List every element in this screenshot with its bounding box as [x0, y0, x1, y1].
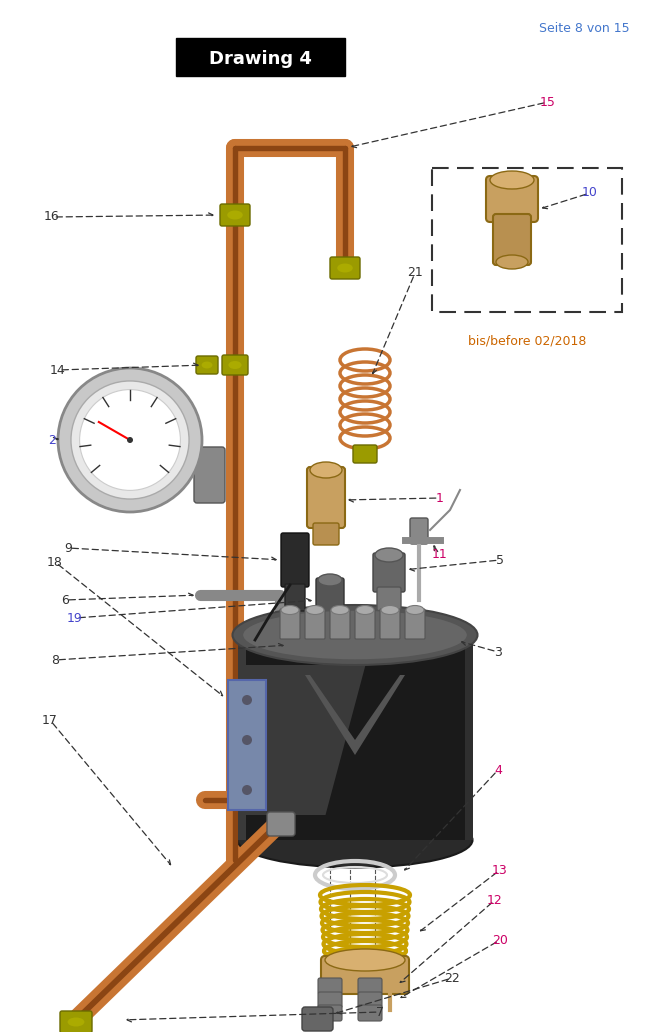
- Ellipse shape: [243, 610, 468, 660]
- Ellipse shape: [375, 548, 403, 562]
- Ellipse shape: [237, 812, 473, 868]
- FancyBboxPatch shape: [486, 176, 538, 222]
- Ellipse shape: [381, 606, 399, 614]
- FancyBboxPatch shape: [196, 356, 218, 374]
- Text: Seite 8 von 15: Seite 8 von 15: [539, 22, 630, 35]
- Circle shape: [127, 437, 133, 443]
- Circle shape: [242, 695, 252, 705]
- Text: 13: 13: [492, 864, 508, 876]
- Text: 21: 21: [407, 266, 423, 280]
- Text: 18: 18: [47, 555, 63, 569]
- FancyBboxPatch shape: [380, 609, 400, 639]
- Bar: [432, 168, 622, 312]
- Ellipse shape: [337, 263, 353, 272]
- FancyBboxPatch shape: [307, 467, 345, 528]
- FancyBboxPatch shape: [405, 609, 425, 639]
- Ellipse shape: [228, 361, 242, 369]
- Ellipse shape: [306, 606, 324, 614]
- Text: 8: 8: [51, 653, 59, 667]
- Text: Drawing 4: Drawing 4: [208, 50, 312, 68]
- Polygon shape: [305, 675, 405, 755]
- Ellipse shape: [356, 606, 374, 614]
- Ellipse shape: [490, 171, 534, 189]
- FancyBboxPatch shape: [358, 992, 382, 1008]
- FancyBboxPatch shape: [330, 257, 360, 279]
- Ellipse shape: [232, 605, 477, 665]
- FancyBboxPatch shape: [377, 587, 401, 611]
- Ellipse shape: [318, 574, 342, 586]
- FancyBboxPatch shape: [318, 978, 342, 994]
- Ellipse shape: [202, 361, 212, 368]
- FancyBboxPatch shape: [355, 609, 375, 639]
- Circle shape: [71, 381, 189, 499]
- FancyBboxPatch shape: [194, 447, 225, 503]
- FancyBboxPatch shape: [222, 355, 248, 375]
- FancyBboxPatch shape: [228, 680, 266, 810]
- Bar: [464, 635, 473, 840]
- FancyBboxPatch shape: [281, 533, 309, 587]
- FancyBboxPatch shape: [313, 523, 339, 545]
- Circle shape: [242, 735, 252, 745]
- FancyBboxPatch shape: [285, 584, 305, 611]
- FancyBboxPatch shape: [373, 553, 405, 592]
- FancyBboxPatch shape: [220, 204, 250, 226]
- Text: 4: 4: [494, 764, 502, 776]
- Circle shape: [58, 368, 202, 512]
- Text: 16: 16: [44, 211, 60, 224]
- FancyBboxPatch shape: [318, 1005, 342, 1021]
- Text: 9: 9: [64, 542, 72, 554]
- FancyBboxPatch shape: [280, 609, 300, 639]
- Text: 7: 7: [376, 1005, 384, 1019]
- FancyBboxPatch shape: [318, 992, 342, 1008]
- Text: 3: 3: [494, 645, 502, 658]
- Text: bis/before 02/2018: bis/before 02/2018: [468, 334, 586, 347]
- Ellipse shape: [310, 462, 342, 478]
- Text: 17: 17: [42, 713, 58, 727]
- Text: 12: 12: [487, 894, 503, 906]
- Text: 22: 22: [444, 971, 460, 985]
- FancyBboxPatch shape: [321, 956, 409, 994]
- Text: 10: 10: [582, 187, 598, 199]
- Text: 14: 14: [50, 363, 66, 377]
- FancyBboxPatch shape: [305, 609, 325, 639]
- Ellipse shape: [406, 606, 424, 614]
- Polygon shape: [246, 665, 366, 815]
- Ellipse shape: [496, 255, 528, 269]
- FancyBboxPatch shape: [410, 518, 428, 544]
- Text: 6: 6: [61, 593, 69, 607]
- Ellipse shape: [331, 606, 349, 614]
- FancyBboxPatch shape: [316, 578, 344, 617]
- Ellipse shape: [281, 606, 299, 614]
- Circle shape: [79, 390, 181, 490]
- Text: 20: 20: [492, 934, 508, 946]
- FancyBboxPatch shape: [358, 1005, 382, 1021]
- Text: 19: 19: [67, 612, 83, 624]
- FancyBboxPatch shape: [176, 38, 345, 76]
- Text: 2: 2: [48, 433, 56, 447]
- Text: 5: 5: [496, 553, 504, 567]
- Circle shape: [242, 785, 252, 795]
- FancyBboxPatch shape: [353, 445, 377, 463]
- FancyBboxPatch shape: [358, 978, 382, 994]
- FancyBboxPatch shape: [330, 609, 350, 639]
- Text: 15: 15: [540, 96, 556, 108]
- Ellipse shape: [325, 949, 405, 971]
- Ellipse shape: [227, 211, 243, 220]
- Ellipse shape: [68, 1018, 84, 1027]
- Bar: [237, 635, 246, 840]
- FancyBboxPatch shape: [267, 812, 295, 836]
- FancyBboxPatch shape: [302, 1007, 333, 1031]
- FancyBboxPatch shape: [493, 214, 531, 265]
- Bar: [237, 635, 473, 840]
- Text: 1: 1: [436, 491, 444, 505]
- Text: 11: 11: [432, 548, 448, 561]
- FancyBboxPatch shape: [60, 1011, 92, 1032]
